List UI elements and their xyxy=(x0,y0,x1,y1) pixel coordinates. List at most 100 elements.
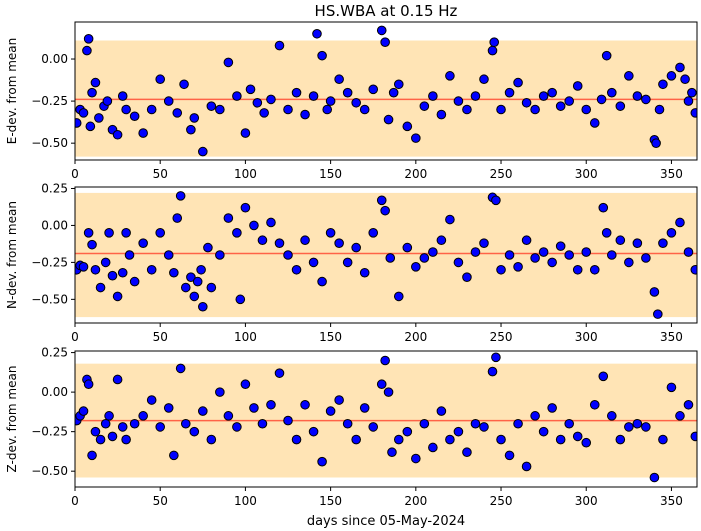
data-point xyxy=(572,431,583,442)
data-point xyxy=(325,406,336,416)
data-point xyxy=(538,247,549,257)
data-point xyxy=(308,257,319,268)
data-point xyxy=(690,264,697,275)
data-point xyxy=(581,437,592,448)
data-point xyxy=(206,101,217,111)
data-point xyxy=(189,426,200,437)
data-point xyxy=(146,104,157,115)
data-point xyxy=(479,238,489,248)
x-tick-label: 250 xyxy=(490,167,513,181)
x-tick-label: 350 xyxy=(660,167,683,181)
data-point xyxy=(172,213,183,223)
data-point xyxy=(521,461,532,472)
data-point xyxy=(615,101,626,111)
data-point xyxy=(235,294,246,305)
data-point xyxy=(334,238,344,248)
data-point xyxy=(95,282,106,293)
data-point xyxy=(555,434,566,445)
data-point xyxy=(78,262,89,272)
data-point xyxy=(491,195,501,206)
data-point xyxy=(513,418,523,429)
data-point xyxy=(462,272,472,282)
data-point xyxy=(675,62,685,73)
data-point xyxy=(129,111,140,122)
data-point xyxy=(504,450,515,461)
data-point xyxy=(428,247,438,257)
data-point xyxy=(90,426,101,437)
data-point xyxy=(104,228,114,238)
data-point xyxy=(624,71,634,81)
data-point xyxy=(653,309,663,319)
tolerance-band xyxy=(75,40,697,157)
data-point xyxy=(402,426,413,437)
data-point xyxy=(203,242,213,253)
data-point xyxy=(104,411,114,421)
x-tick-label: 50 xyxy=(153,494,168,508)
data-point xyxy=(615,434,626,445)
data-point xyxy=(300,235,310,246)
data-point xyxy=(87,450,97,461)
y-tick-label: 0.25 xyxy=(41,346,68,360)
data-point xyxy=(155,74,166,85)
data-point xyxy=(513,262,523,272)
data-point xyxy=(445,434,455,445)
data-point xyxy=(419,253,430,263)
data-point xyxy=(683,247,694,257)
data-point xyxy=(274,40,285,51)
data-point xyxy=(129,276,140,287)
data-point xyxy=(189,113,200,123)
data-point xyxy=(572,264,583,275)
data-point xyxy=(598,371,609,382)
data-point xyxy=(581,104,592,115)
data-point xyxy=(589,118,600,128)
data-point xyxy=(90,264,101,275)
data-point xyxy=(78,108,89,118)
data-point xyxy=(95,434,106,445)
data-point xyxy=(94,113,104,123)
data-point xyxy=(206,282,217,293)
data-point xyxy=(683,399,694,410)
data-point xyxy=(359,267,370,278)
data-point xyxy=(189,291,200,302)
data-point xyxy=(470,418,481,429)
data-point xyxy=(163,96,174,106)
data-point xyxy=(117,267,128,278)
data-point xyxy=(198,146,208,157)
y-tick-label: 0.00 xyxy=(41,52,68,66)
data-point xyxy=(83,379,94,390)
data-point xyxy=(538,426,549,437)
data-point xyxy=(117,91,128,101)
x-tick-label: 350 xyxy=(660,494,683,508)
data-point xyxy=(376,379,387,390)
panel-1: −0.50 −0.25 0.00 0 50 100 150 200 250 300 350 E-dev… xyxy=(5,21,698,181)
data-point xyxy=(666,71,677,81)
data-point xyxy=(232,228,242,238)
data-point xyxy=(179,79,189,90)
data-point xyxy=(215,250,225,260)
data-point xyxy=(496,264,506,275)
data-point xyxy=(325,228,336,238)
y-axis-label: Z-dev. from mean xyxy=(5,366,19,473)
data-point xyxy=(283,104,293,115)
data-point xyxy=(479,74,489,85)
axes-frame xyxy=(74,186,698,324)
data-point xyxy=(232,422,242,432)
data-point xyxy=(186,124,196,135)
data-point xyxy=(632,418,643,429)
x-tick-label: 300 xyxy=(575,494,598,508)
data-point xyxy=(180,282,191,293)
data-point xyxy=(368,84,379,95)
points xyxy=(75,191,697,319)
data-point xyxy=(283,250,293,260)
data-point xyxy=(530,104,540,115)
data-point xyxy=(291,264,302,275)
data-point xyxy=(521,235,532,246)
x-tick-label: 300 xyxy=(575,330,598,344)
data-point xyxy=(274,368,285,378)
data-point xyxy=(393,79,404,90)
data-point xyxy=(680,74,690,85)
data-point xyxy=(666,382,677,393)
data-point xyxy=(453,96,464,106)
data-point xyxy=(266,399,276,410)
data-point xyxy=(598,202,609,213)
